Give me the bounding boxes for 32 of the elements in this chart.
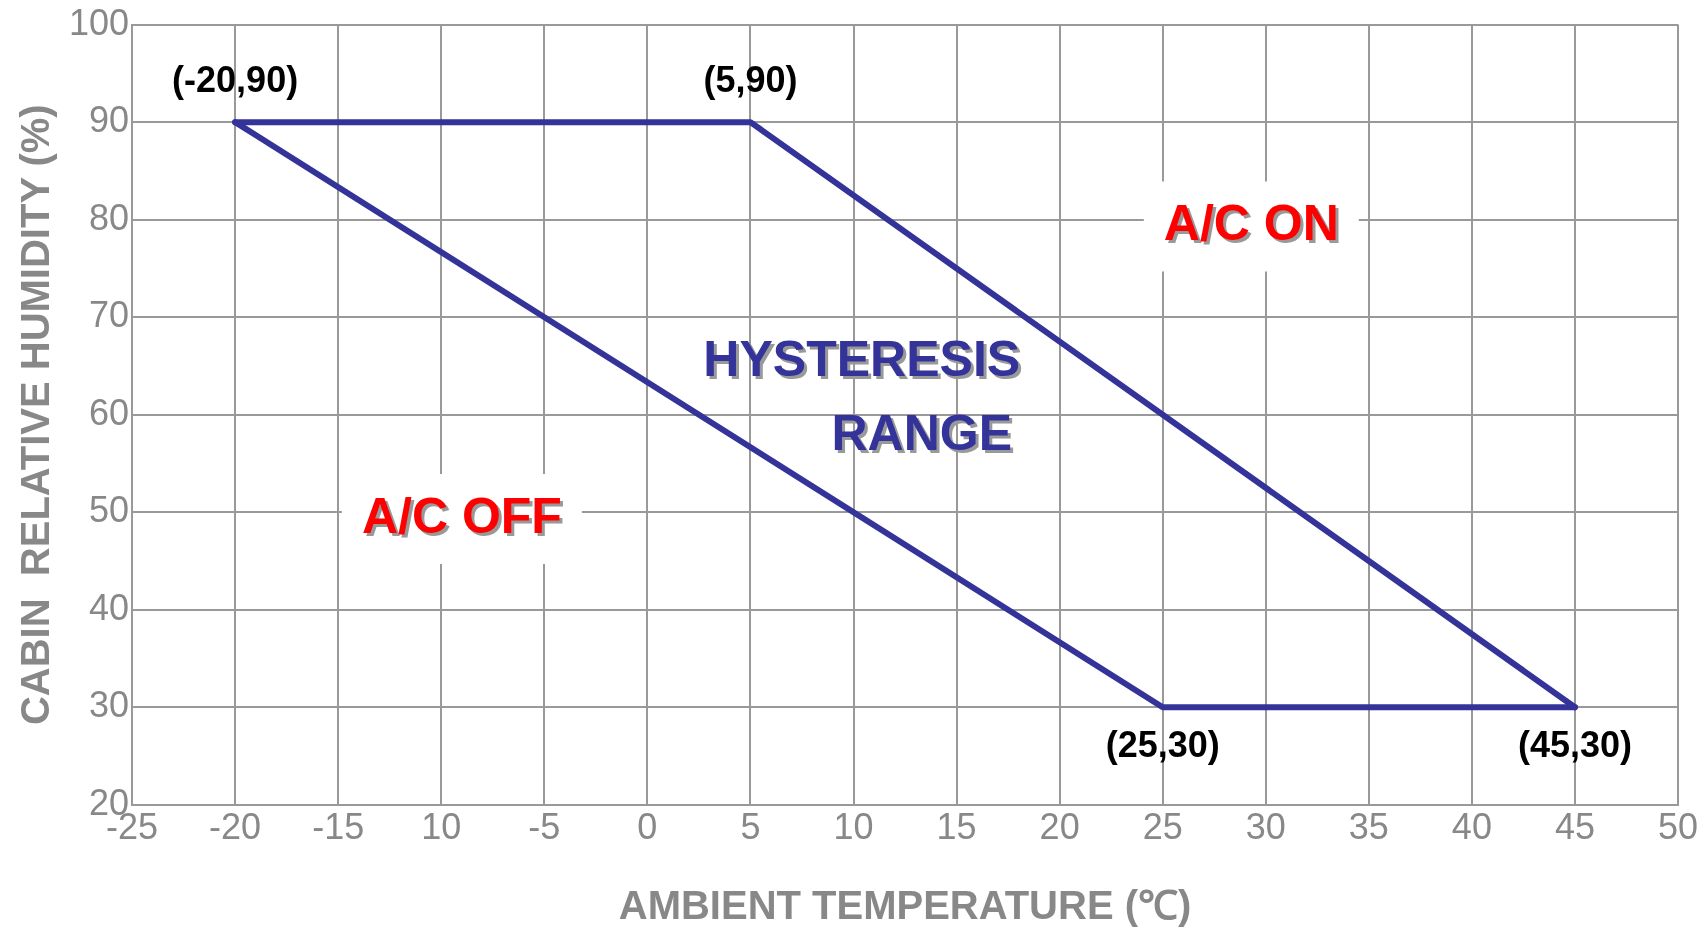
x-tick-label: 10 [421,806,462,848]
y-tick-label: 70 [89,294,130,336]
y-tick-label: 80 [89,196,130,238]
annotation: A/C ON [1166,198,1342,255]
x-tick-label: 0 [637,806,658,848]
annotation: (-20,90) [172,59,299,101]
x-tick-label: 30 [1245,806,1286,848]
x-tick-label: 40 [1451,806,1492,848]
y-tick-label: 30 [89,684,130,726]
x-tick-label: -15 [312,806,365,848]
x-tick-label: 20 [1039,806,1080,848]
y-tick-label: 100 [68,1,130,43]
x-tick-label: 45 [1554,806,1595,848]
y-tick-label: 50 [89,489,130,531]
x-tick-label: 5 [740,806,761,848]
annotation: A/C OFF [364,490,565,547]
x-tick-label: 35 [1348,806,1389,848]
x-tick-label: 50 [1657,806,1699,848]
annotation: (45,30) [1517,724,1632,766]
y-tick-label: 60 [89,391,130,433]
annotation: (25,30) [1105,724,1220,766]
x-tick-label: 15 [936,806,977,848]
x-tick-label: -5 [528,806,561,848]
x-tick-label: 10 [833,806,874,848]
annotation: HYSTERESIS RANGE [703,330,1021,464]
y-axis-title: CABIN RELATIVE HUMIDITY (%) [13,104,58,726]
annotation: (5,90) [703,59,798,101]
y-tick-label: 40 [89,586,130,628]
x-axis-title: AMBIENT TEMPERATURE (℃) [618,883,1192,928]
x-tick-label: -20 [209,806,262,848]
y-tick-label: 90 [89,99,130,141]
x-tick-label: 25 [1142,806,1183,848]
